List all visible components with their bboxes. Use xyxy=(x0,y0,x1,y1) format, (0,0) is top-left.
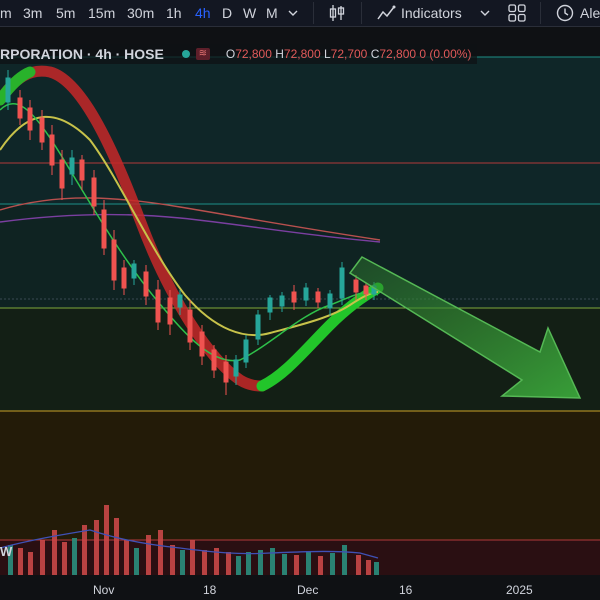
alert-button[interactable]: Ale xyxy=(580,5,600,21)
toolbar-divider xyxy=(313,2,314,24)
timeframe-3m[interactable]: 3m xyxy=(23,5,43,21)
trend-band-bearish xyxy=(0,65,268,392)
alert-clock-icon[interactable] xyxy=(555,3,575,27)
wave-icon: ≋ xyxy=(195,48,210,60)
symbol-legend: RPORATION · 4h · HOSE ≋ O72,800 H72,800 … xyxy=(0,44,478,64)
timeframe-15m[interactable]: 15m xyxy=(88,5,116,21)
time-axis-label: Dec xyxy=(297,583,319,597)
timeframe-d[interactable]: D xyxy=(222,5,233,21)
close-value: 72,800 xyxy=(379,47,417,61)
zone-dark-red xyxy=(0,540,600,575)
time-axis-bg xyxy=(0,575,600,600)
market-open-dot xyxy=(181,50,190,58)
high-value: 72,800 xyxy=(283,47,321,61)
time-axis-label: 18 xyxy=(203,583,217,597)
candles-icon[interactable] xyxy=(327,3,347,27)
timeframe-4h[interactable]: 4h xyxy=(195,5,211,21)
volume-ma-line xyxy=(0,529,379,559)
open-key: O xyxy=(225,47,236,61)
volume-bars xyxy=(0,505,379,575)
time-axis-label: 2025 xyxy=(506,583,533,597)
ma-long-red-line xyxy=(0,197,381,241)
layout-grid-icon[interactable] xyxy=(507,3,527,27)
zone-brown xyxy=(0,411,600,540)
timeframe-1h[interactable]: 1h xyxy=(166,5,182,21)
indicators-icon[interactable] xyxy=(376,3,396,27)
symbol-title[interactable]: RPORATION · 4h · HOSE xyxy=(0,46,164,62)
time-axis-label: 16 xyxy=(399,583,413,597)
open-value: 72,800 xyxy=(235,47,272,61)
toolbar-divider xyxy=(361,2,362,24)
zone-dark-teal xyxy=(0,205,600,308)
top-toolbar: m 3m 5m 15m 30m 1h 4h D W M Indicators xyxy=(0,0,600,27)
volume-indicator-label: W xyxy=(0,544,13,559)
low-value: 72,700 xyxy=(330,47,368,61)
high-key: H xyxy=(275,47,284,61)
timeframe-1m[interactable]: m xyxy=(0,5,12,21)
trend-band-bullish-early xyxy=(0,66,36,106)
chevron-down-icon[interactable] xyxy=(480,4,490,26)
forecast-arrow-drawing[interactable] xyxy=(348,256,582,399)
price-chart[interactable] xyxy=(0,27,600,600)
indicators-button[interactable]: Indicators xyxy=(401,5,462,21)
chevron-down-icon[interactable] xyxy=(288,4,298,26)
time-axis-label: Nov xyxy=(93,583,115,597)
timeframe-w[interactable]: W xyxy=(243,5,257,21)
low-key: L xyxy=(323,47,331,61)
timeframe-5m[interactable]: 5m xyxy=(56,5,76,21)
timeframe-30m[interactable]: 30m xyxy=(127,5,155,21)
timeframe-m[interactable]: M xyxy=(266,5,278,21)
ma-yellow-line xyxy=(0,115,379,337)
change-value: 0 (0.00%) xyxy=(419,47,472,61)
candles-group xyxy=(5,70,377,395)
toolbar-divider xyxy=(540,2,541,24)
ma-long-purple-line xyxy=(0,213,381,243)
ohlc-values: O72,800 H72,800 L72,700 C72,800 0 (0.00%… xyxy=(226,47,472,61)
zone-teal xyxy=(0,57,600,205)
close-key: C xyxy=(370,47,380,61)
